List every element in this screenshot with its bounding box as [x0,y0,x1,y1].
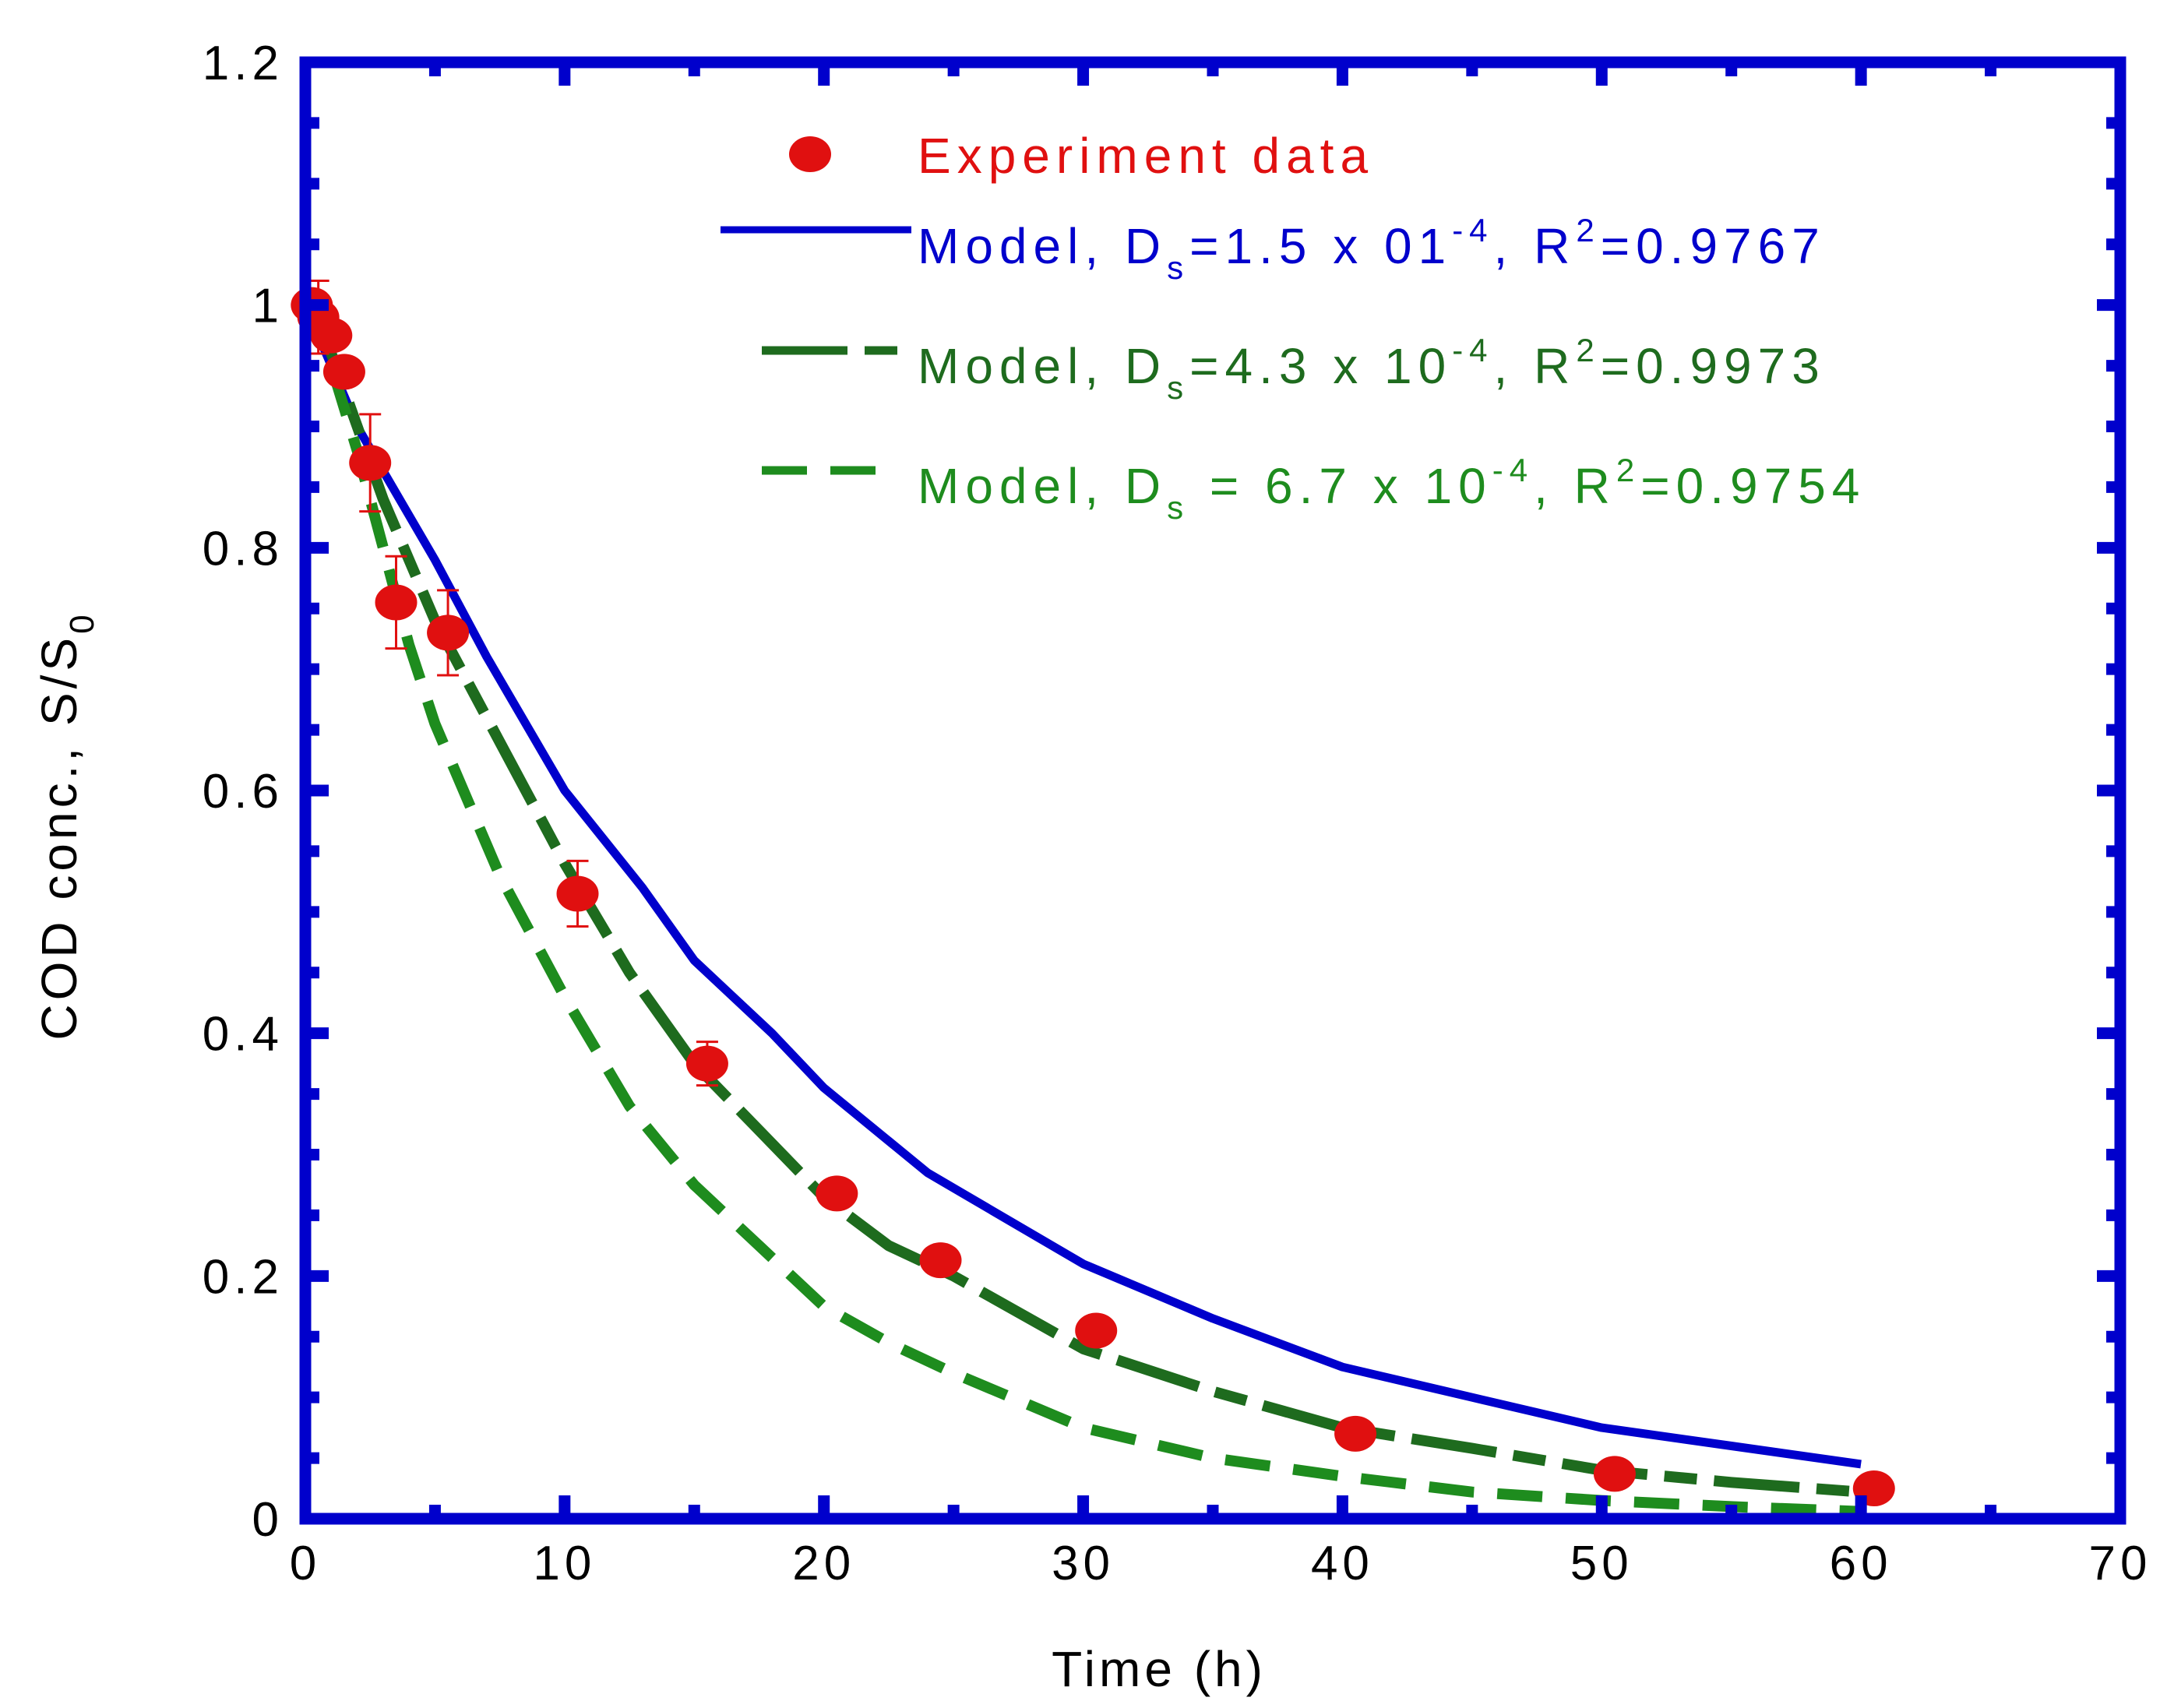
data-point [685,1045,728,1082]
data-point [427,615,470,651]
x-tick-label: 40 [1311,1537,1374,1590]
y-tick-label: 1 [252,280,284,333]
x-tick-label: 30 [1052,1537,1115,1590]
y-tick-label: 0.2 [203,1250,284,1304]
x-tick-label: 70 [2089,1537,2152,1590]
y-axis-label-subscript: 0 [63,611,101,633]
data-point [1075,1312,1118,1349]
legend-label-model-1: Model, Ds=1.5 x 01-4, R2=0.9767 [918,212,1826,286]
series-layer [301,303,1862,1517]
y-axis-label: COD conc., S/S0 [31,611,101,1040]
y-tick-label: 0.8 [203,522,284,576]
y-axis-label-main: COD conc., S/S [31,634,87,1041]
data-point [919,1242,962,1279]
legend-label-experiment: Experiment data [918,128,1374,184]
model-curve-3 [312,304,1862,1517]
data-point [322,354,365,390]
legend-marker-experiment [789,136,831,172]
data-point [1593,1456,1636,1492]
frame-layer [299,56,2126,1525]
legend-label-model-2: Model, Ds=4.3 x 10-4, R2=0.9973 [918,332,1826,406]
x-tick-label: 50 [1570,1537,1633,1590]
ticks-layer: 0 10 20 30 40 50 60 70 0 0.2 0.4 0.6 0.8 1 1.2 [203,37,2152,1590]
data-point [310,317,353,354]
labels-layer: Time (h) COD conc., S/S0 [31,611,1267,1697]
data-point [375,584,418,621]
data-point [816,1175,858,1212]
x-tick-label: 10 [533,1537,596,1590]
plot-frame [299,56,2126,1525]
legend: Experiment data Model, Ds=1.5 x 01-4, R2… [721,128,1866,526]
data-point [1334,1415,1377,1452]
y-tick-label: 1.2 [203,37,284,90]
y-tick-label: 0.6 [203,765,284,819]
y-tick-label: 0 [252,1493,284,1547]
x-tick-label: 60 [1830,1537,1893,1590]
model-curve-2 [312,303,1862,1498]
x-tick-label: 0 [290,1537,321,1590]
x-tick-label: 20 [792,1537,855,1590]
data-point [556,875,599,912]
points-layer [291,280,1895,1507]
data-point [349,445,392,481]
legend-label-model-3: Model, Ds = 6.7 x 10-4, R2=0.9754 [918,452,1866,526]
y-tick-label: 0.4 [203,1008,284,1062]
x-axis-label: Time (h) [1052,1641,1267,1697]
model-curve-1 [301,303,1862,1469]
